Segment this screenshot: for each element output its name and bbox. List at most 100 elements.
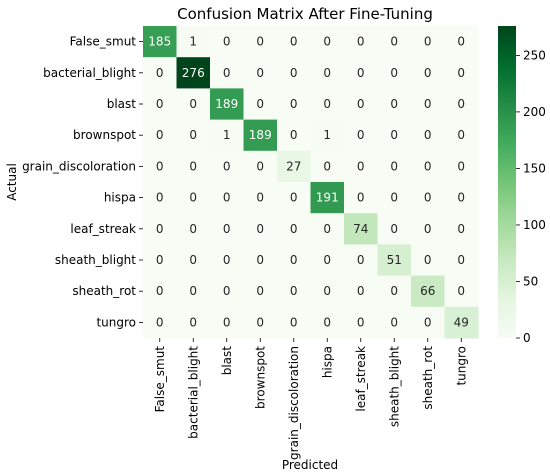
cell-value-label: 0 — [189, 284, 197, 298]
heatmap-cell — [411, 26, 445, 58]
heatmap-cell — [444, 88, 479, 121]
cell-value-label: 0 — [290, 284, 298, 298]
cell-value-label: 0 — [323, 222, 331, 236]
cell-value-label: 0 — [156, 315, 164, 329]
row-tick-label: hispa — [104, 191, 136, 205]
cell-value-label: 0 — [256, 191, 264, 205]
cell-value-label: 0 — [357, 66, 365, 80]
heatmap-cell — [143, 275, 177, 308]
cell-value-label: 0 — [223, 191, 231, 205]
heatmap-cell — [243, 182, 278, 214]
row-tick-label: tungro — [96, 315, 136, 329]
cell-value-label: 0 — [457, 66, 465, 80]
heatmap-cell — [377, 119, 412, 152]
heatmap-cell — [310, 213, 345, 245]
heatmap-cell — [411, 88, 445, 121]
cell-value-label: 0 — [357, 284, 365, 298]
cell-value-label: 0 — [223, 315, 231, 329]
cell-value-label: 0 — [223, 66, 231, 80]
cell-value-label: 0 — [156, 253, 164, 267]
colorbar-tick-label: 200 — [523, 105, 546, 119]
cell-value-label: 189 — [249, 128, 272, 142]
cell-value-label: 0 — [156, 128, 164, 142]
cell-value-label: 0 — [256, 284, 264, 298]
colorbar-ticks: 0 50 100 150 200 250 — [516, 48, 546, 345]
heatmap-cells — [143, 26, 479, 339]
cell-value-label: 0 — [256, 159, 264, 173]
heatmap-cell — [143, 306, 177, 339]
x-axis-label: Predicted — [282, 458, 338, 472]
heatmap-cell-labels: 185 1 0 0 0 0 0 0 0 0 0 276 0 0 0 0 0 0 0 0 0 0 189 0 0 0 0 0 0 0 0 0 1 1… — [148, 35, 469, 330]
cell-value-label: 185 — [148, 35, 171, 49]
colorbar-tick-label: 150 — [523, 161, 546, 175]
heatmap-cell — [143, 150, 177, 183]
cell-value-label: 0 — [323, 97, 331, 111]
heatmap-cell — [143, 213, 177, 245]
y-axis-label: Actual — [5, 163, 19, 201]
heatmap-cell — [377, 57, 412, 89]
heatmap-cell — [344, 26, 378, 58]
heatmap-cell — [277, 26, 311, 58]
heatmap-cell — [344, 182, 378, 214]
heatmap-cell — [444, 182, 479, 214]
cell-value-label: 0 — [189, 128, 197, 142]
heatmap-cell — [243, 26, 278, 58]
heatmap-cell — [143, 88, 177, 121]
cell-value-label: 0 — [290, 66, 298, 80]
cell-value-label: 0 — [223, 284, 231, 298]
cell-value-label: 0 — [424, 128, 432, 142]
cell-value-label: 0 — [256, 66, 264, 80]
cell-value-label: 0 — [189, 222, 197, 236]
heatmap-cell — [377, 275, 412, 308]
cell-value-label: 0 — [357, 97, 365, 111]
cell-value-label: 0 — [424, 35, 432, 49]
cell-value-label: 0 — [357, 35, 365, 49]
cell-value-label: 0 — [457, 253, 465, 267]
heatmap-cell — [243, 244, 278, 277]
heatmap-cell — [210, 57, 244, 89]
heatmap-cell — [444, 306, 479, 339]
cell-value-label: 0 — [223, 222, 231, 236]
cell-value-label: 0 — [290, 128, 298, 142]
cell-value-label: 0 — [457, 35, 465, 49]
cell-value-label: 0 — [189, 191, 197, 205]
heatmap-cell — [277, 150, 311, 183]
cell-value-label: 0 — [156, 222, 164, 236]
heatmap-cell — [277, 57, 311, 89]
heatmap-cell — [143, 182, 177, 214]
heatmap-cell — [176, 150, 211, 183]
heatmap-cell — [210, 275, 244, 308]
heatmap-cell — [243, 275, 278, 308]
cell-value-label: 0 — [189, 97, 197, 111]
heatmap-cell — [243, 306, 278, 339]
cell-value-label: 0 — [223, 35, 231, 49]
cell-value-label: 0 — [424, 66, 432, 80]
heatmap-cell — [210, 306, 244, 339]
cell-value-label: 0 — [189, 159, 197, 173]
cell-value-label: 0 — [223, 253, 231, 267]
heatmap-cell — [210, 119, 244, 152]
cell-value-label: 0 — [390, 66, 398, 80]
heatmap-cell — [444, 57, 479, 89]
heatmap-cell — [344, 306, 378, 339]
cell-value-label: 0 — [424, 159, 432, 173]
cell-value-label: 0 — [323, 284, 331, 298]
cell-value-label: 0 — [390, 97, 398, 111]
column-tick-labels: False_smut bacterial_blight blast brownspot… — [153, 338, 468, 460]
cell-value-label: 0 — [156, 191, 164, 205]
column-tick-label: sheath_rot — [421, 346, 435, 410]
row-tick-label: blast — [107, 97, 137, 111]
heatmap-cell — [243, 57, 278, 89]
cell-value-label: 0 — [189, 315, 197, 329]
heatmap-cell — [310, 150, 345, 183]
heatmap-cell — [243, 88, 278, 121]
heatmap-cell — [243, 150, 278, 183]
heatmap-cell — [176, 275, 211, 308]
heatmap-cell — [210, 182, 244, 214]
row-tick-label: leaf_streak — [70, 222, 136, 236]
heatmap-cell — [377, 213, 412, 245]
column-tick-label: leaf_streak — [354, 346, 368, 412]
cell-value-label: 1 — [189, 35, 197, 49]
cell-value-label: 0 — [390, 128, 398, 142]
